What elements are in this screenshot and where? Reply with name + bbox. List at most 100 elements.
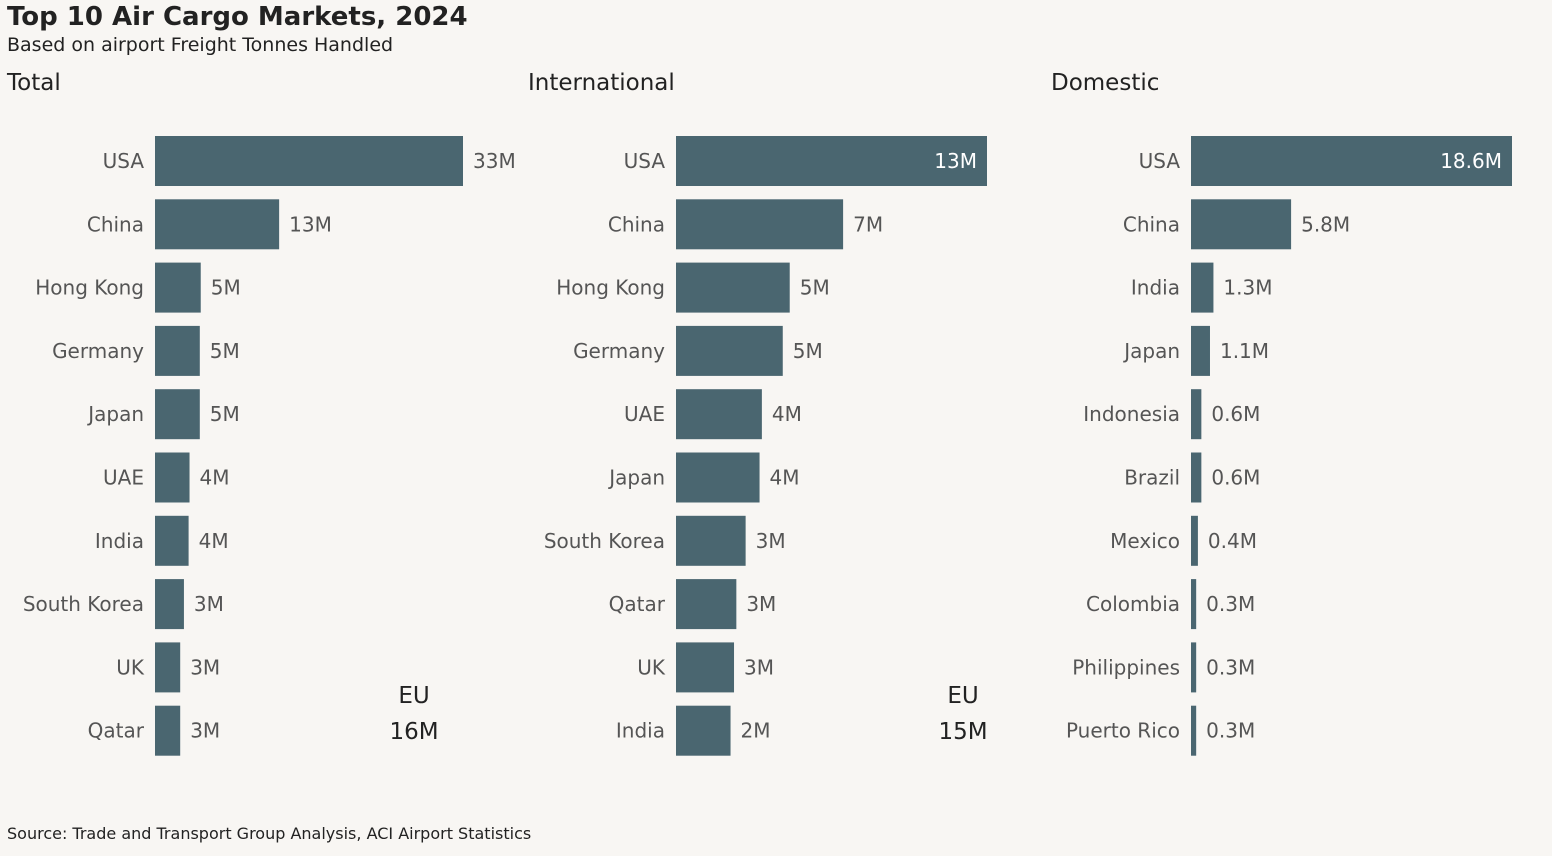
category-label: UAE <box>624 402 665 426</box>
category-label: Colombia <box>1086 592 1180 616</box>
eu-annotation-value: 15M <box>938 719 987 745</box>
chart-subtitle: Based on airport Freight Tonnes Handled <box>7 34 394 56</box>
value-label: 13M <box>934 149 977 173</box>
bar <box>1191 262 1214 313</box>
bar <box>155 642 181 693</box>
category-label: USA <box>1139 149 1181 173</box>
bar <box>676 579 737 630</box>
category-label: China <box>87 212 144 236</box>
value-label: 0.3M <box>1206 592 1255 616</box>
category-label: Germany <box>52 339 144 363</box>
bar <box>676 325 783 376</box>
category-label: UK <box>116 655 145 679</box>
category-label: UAE <box>103 466 144 490</box>
value-label: 0.3M <box>1206 719 1255 743</box>
value-label: 3M <box>746 592 776 616</box>
value-label: 1.3M <box>1223 276 1272 300</box>
category-label: India <box>616 719 665 743</box>
bar <box>155 515 189 566</box>
bar <box>1191 389 1202 440</box>
value-label: 33M <box>473 149 516 173</box>
category-label: USA <box>624 149 666 173</box>
value-label: 3M <box>744 655 774 679</box>
bar <box>155 389 200 440</box>
bar <box>676 452 760 503</box>
bar <box>1191 325 1210 376</box>
value-label: 7M <box>853 212 883 236</box>
category-label: India <box>1131 276 1180 300</box>
category-label: China <box>608 212 665 236</box>
bar <box>1191 199 1292 250</box>
bar <box>155 579 184 630</box>
value-label: 5M <box>210 402 240 426</box>
panel-title: International <box>528 70 675 96</box>
bar <box>1191 579 1197 630</box>
category-label: UK <box>637 655 666 679</box>
bar <box>676 199 844 250</box>
value-label: 5M <box>211 276 241 300</box>
bar <box>1191 452 1202 503</box>
bar <box>1191 642 1197 693</box>
chart-panel-international: International USA 13M China 7M Hong Kong 5M Ger… <box>528 70 988 756</box>
value-label: 4M <box>772 402 802 426</box>
category-label: Hong Kong <box>556 276 665 300</box>
category-label: Qatar <box>88 719 145 743</box>
category-label: Qatar <box>609 592 666 616</box>
value-label: 0.6M <box>1211 466 1260 490</box>
category-label: USA <box>103 149 145 173</box>
value-label: 5.8M <box>1301 212 1350 236</box>
category-label: Mexico <box>1110 529 1180 553</box>
category-label: Puerto Rico <box>1066 719 1180 743</box>
value-label: 3M <box>194 592 224 616</box>
category-label: South Korea <box>544 529 665 553</box>
bar <box>155 705 181 756</box>
chart-panel-total: Total USA 33M China 13M Hong Kong 5M Germany 5M J… <box>6 70 516 756</box>
bar <box>1191 705 1197 756</box>
category-label: Japan <box>607 466 665 490</box>
panel-title: Total <box>6 70 61 96</box>
category-label: Japan <box>86 402 144 426</box>
bar <box>676 705 731 756</box>
category-label: China <box>1123 212 1180 236</box>
category-label: Brazil <box>1124 466 1180 490</box>
bar <box>155 262 201 313</box>
value-label: 5M <box>210 339 240 363</box>
value-label: 0.6M <box>1211 402 1260 426</box>
bar <box>676 515 746 566</box>
value-label: 1.1M <box>1220 339 1269 363</box>
category-label: Hong Kong <box>35 276 144 300</box>
value-label: 18.6M <box>1440 149 1502 173</box>
category-label: Germany <box>573 339 665 363</box>
eu-annotation-value: 16M <box>389 719 438 745</box>
value-label: 2M <box>741 719 771 743</box>
value-label: 0.3M <box>1206 655 1255 679</box>
chart-title: Top 10 Air Cargo Markets, 2024 <box>7 2 468 32</box>
bar <box>155 325 200 376</box>
eu-annotation-label: EU <box>398 683 429 709</box>
bar <box>1191 515 1198 566</box>
value-label: 5M <box>793 339 823 363</box>
category-label: India <box>95 529 144 553</box>
value-label: 3M <box>190 655 220 679</box>
bar <box>155 452 190 503</box>
value-label: 3M <box>756 529 786 553</box>
bar <box>155 199 280 250</box>
bar <box>676 136 987 186</box>
value-label: 5M <box>800 276 830 300</box>
bar <box>676 262 790 313</box>
value-label: 13M <box>289 212 332 236</box>
bar <box>676 389 762 440</box>
panel-title: Domestic <box>1051 70 1159 96</box>
category-label: Indonesia <box>1083 402 1180 426</box>
value-label: 4M <box>770 466 800 490</box>
category-label: South Korea <box>23 592 144 616</box>
source-note: Source: Trade and Transport Group Analys… <box>7 824 532 843</box>
value-label: 3M <box>190 719 220 743</box>
value-label: 4M <box>200 466 230 490</box>
value-label: 0.4M <box>1208 529 1257 553</box>
bar <box>676 642 735 693</box>
value-label: 4M <box>199 529 229 553</box>
category-label: Japan <box>1122 339 1180 363</box>
bar <box>155 136 463 186</box>
